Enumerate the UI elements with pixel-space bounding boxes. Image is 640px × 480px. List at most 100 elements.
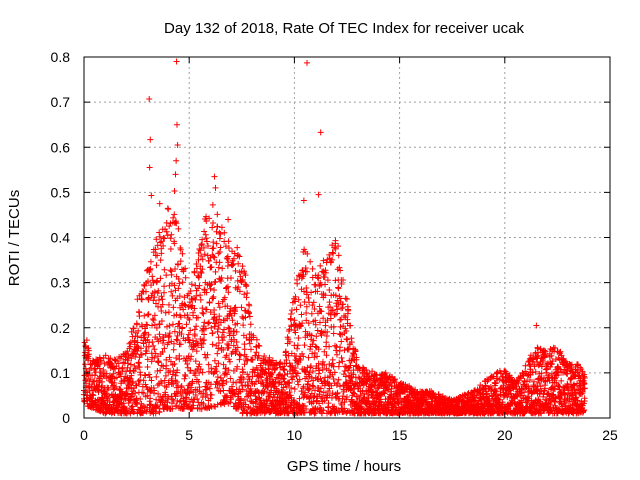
data-point bbox=[239, 386, 246, 393]
data-point bbox=[294, 345, 301, 352]
data-point bbox=[311, 306, 318, 313]
data-point bbox=[220, 387, 227, 394]
data-point bbox=[334, 389, 341, 396]
data-point bbox=[193, 260, 200, 267]
data-point bbox=[307, 258, 314, 265]
data-point bbox=[312, 321, 319, 328]
data-point bbox=[330, 363, 337, 370]
data-point bbox=[332, 342, 339, 349]
data-point bbox=[315, 275, 322, 282]
data-point bbox=[288, 307, 295, 314]
data-point bbox=[167, 358, 174, 365]
data-point bbox=[360, 365, 367, 372]
data-point bbox=[283, 383, 290, 390]
data-point bbox=[328, 408, 335, 415]
data-point bbox=[335, 285, 342, 292]
data-point bbox=[126, 397, 133, 404]
data-point bbox=[158, 380, 165, 387]
data-point bbox=[149, 273, 156, 280]
data-point bbox=[147, 265, 154, 272]
data-point bbox=[128, 384, 135, 391]
data-point bbox=[177, 258, 184, 265]
data-point bbox=[297, 357, 304, 364]
data-point bbox=[228, 396, 235, 403]
data-point bbox=[310, 299, 317, 306]
data-point bbox=[293, 373, 300, 380]
data-point bbox=[200, 244, 207, 251]
data-point bbox=[347, 322, 354, 329]
data-point bbox=[228, 383, 235, 390]
data-point bbox=[258, 360, 265, 367]
data-point bbox=[330, 330, 337, 337]
data-point bbox=[142, 288, 149, 295]
data-point bbox=[378, 372, 385, 379]
data-point bbox=[147, 401, 154, 408]
data-point bbox=[158, 250, 165, 257]
data-point bbox=[309, 341, 316, 348]
data-point bbox=[365, 376, 372, 383]
data-point bbox=[173, 355, 180, 362]
data-point bbox=[153, 396, 160, 403]
x-tick-labels: 0 5 10 15 20 25 bbox=[80, 427, 618, 443]
data-point bbox=[214, 374, 221, 381]
data-point bbox=[142, 372, 149, 379]
data-point bbox=[289, 362, 296, 369]
data-point bbox=[392, 376, 399, 383]
data-point bbox=[341, 405, 348, 412]
data-point bbox=[258, 374, 265, 381]
data-point bbox=[327, 304, 334, 311]
data-point bbox=[158, 318, 165, 325]
data-point bbox=[173, 378, 180, 385]
chart-title: Day 132 of 2018, Rate Of TEC Index for r… bbox=[164, 20, 524, 37]
data-point bbox=[275, 372, 282, 379]
data-point bbox=[341, 312, 348, 319]
data-point bbox=[322, 281, 329, 288]
data-point bbox=[209, 341, 216, 348]
data-point bbox=[272, 366, 279, 373]
data-point bbox=[177, 314, 184, 321]
data-point bbox=[197, 292, 204, 299]
data-point bbox=[277, 359, 284, 366]
outlier-point bbox=[173, 157, 180, 164]
data-point bbox=[171, 211, 178, 218]
data-point bbox=[311, 349, 318, 356]
data-point bbox=[303, 317, 310, 324]
data-point bbox=[160, 289, 167, 296]
data-point bbox=[150, 317, 157, 324]
data-point bbox=[221, 294, 228, 301]
x-tick-label: 5 bbox=[185, 427, 193, 443]
data-point bbox=[176, 356, 183, 363]
data-point bbox=[158, 293, 165, 300]
data-point bbox=[301, 288, 308, 295]
data-point bbox=[314, 327, 321, 334]
data-point bbox=[113, 383, 120, 390]
data-point bbox=[234, 393, 241, 400]
data-point bbox=[161, 377, 168, 384]
data-point bbox=[203, 218, 210, 225]
data-point bbox=[307, 336, 314, 343]
data-point bbox=[84, 370, 91, 377]
data-point bbox=[286, 360, 293, 367]
data-point bbox=[219, 337, 226, 344]
data-point bbox=[165, 334, 172, 341]
y-tick-label: 0.1 bbox=[51, 365, 71, 381]
data-point bbox=[85, 384, 92, 391]
data-point bbox=[335, 252, 342, 259]
data-point bbox=[110, 382, 117, 389]
data-point bbox=[196, 370, 203, 377]
data-point bbox=[177, 341, 184, 348]
data-point bbox=[205, 257, 212, 264]
y-tick-label: 0.5 bbox=[51, 184, 71, 200]
data-point bbox=[196, 246, 203, 253]
data-point bbox=[256, 343, 263, 350]
data-point bbox=[197, 247, 204, 254]
data-point bbox=[158, 307, 165, 314]
data-point bbox=[223, 254, 230, 261]
outlier-point bbox=[173, 58, 180, 65]
outlier-point bbox=[317, 129, 324, 136]
data-point bbox=[307, 364, 314, 371]
data-point bbox=[166, 330, 173, 337]
data-point bbox=[212, 268, 219, 275]
data-point bbox=[189, 346, 196, 353]
data-point bbox=[225, 259, 232, 266]
